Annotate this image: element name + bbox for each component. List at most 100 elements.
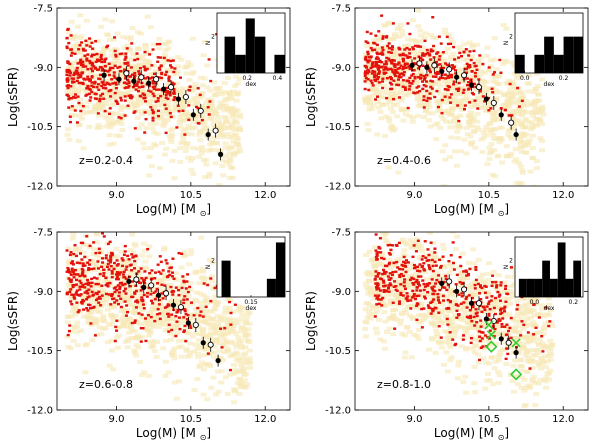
- bg-point: [159, 313, 166, 318]
- red-point: [71, 270, 75, 273]
- red-point: [65, 45, 69, 48]
- bg-point: [245, 338, 252, 343]
- x-axis-label: Log(M) [M ⊙]: [136, 426, 211, 442]
- red-point: [186, 313, 190, 317]
- bg-point: [80, 68, 87, 73]
- bg-point: [508, 136, 515, 141]
- bg-point: [465, 113, 472, 118]
- red-point: [431, 49, 435, 53]
- red-point: [78, 44, 82, 47]
- bg-point: [421, 36, 428, 41]
- red-point: [101, 92, 105, 96]
- bg-point: [451, 95, 458, 100]
- bg-point: [161, 152, 168, 157]
- bg-point: [535, 106, 542, 111]
- red-point: [387, 50, 391, 54]
- red-point: [158, 317, 162, 321]
- bg-point: [74, 320, 81, 325]
- bg-point: [491, 366, 498, 371]
- bg-point: [171, 148, 178, 153]
- bg-point: [494, 288, 501, 293]
- bg-point: [106, 363, 113, 368]
- red-point: [170, 81, 174, 85]
- red-point: [363, 87, 367, 91]
- bg-point: [375, 291, 382, 296]
- red-point: [75, 69, 79, 73]
- inset-y-label: N: [503, 41, 510, 46]
- bg-point: [434, 334, 441, 339]
- red-point: [146, 313, 150, 317]
- bg-point: [388, 260, 395, 265]
- filled-marker: [409, 62, 415, 68]
- bg-point: [114, 285, 121, 290]
- bg-point: [496, 373, 503, 378]
- bg-point: [446, 78, 453, 83]
- bg-point: [370, 285, 377, 290]
- bg-point: [234, 352, 241, 357]
- red-point: [177, 288, 181, 292]
- bg-point: [119, 74, 126, 79]
- red-point: [155, 42, 159, 46]
- red-point: [85, 307, 89, 310]
- bg-point: [447, 112, 454, 117]
- bg-point: [88, 260, 95, 265]
- red-point: [140, 313, 144, 316]
- bg-point: [192, 330, 199, 335]
- bg-point: [539, 341, 546, 346]
- inset-bar: [275, 242, 285, 297]
- bg-point: [175, 105, 182, 110]
- bg-point: [516, 335, 523, 340]
- bg-point: [175, 64, 182, 69]
- bg-point: [537, 329, 544, 334]
- bg-point: [511, 159, 518, 164]
- red-point: [421, 52, 425, 55]
- bg-point: [493, 323, 500, 328]
- red-point: [398, 96, 402, 99]
- bg-point: [380, 339, 387, 344]
- bg-point: [449, 78, 456, 83]
- red-point: [376, 57, 380, 60]
- bg-point: [74, 330, 81, 335]
- bg-point: [417, 254, 424, 259]
- bg-point: [404, 87, 411, 92]
- bg-point: [116, 275, 123, 280]
- red-point: [390, 45, 394, 49]
- bg-point: [131, 308, 138, 313]
- bg-point: [480, 79, 487, 84]
- bg-point: [165, 370, 172, 375]
- bg-point: [100, 288, 107, 293]
- red-point: [153, 85, 157, 88]
- red-point: [375, 56, 379, 59]
- bg-point: [428, 65, 435, 70]
- bg-point: [487, 87, 494, 92]
- red-point: [146, 247, 150, 251]
- bg-point: [460, 379, 467, 384]
- bg-point: [73, 75, 80, 80]
- bg-point: [539, 307, 546, 312]
- red-point: [507, 114, 511, 117]
- red-point: [96, 297, 100, 300]
- red-point: [149, 77, 153, 80]
- bg-point: [166, 264, 173, 269]
- bg-point: [66, 137, 73, 142]
- y-tick-label: -9.0: [33, 63, 53, 74]
- bg-point: [457, 47, 464, 52]
- bg-point: [147, 121, 154, 126]
- red-point: [405, 62, 409, 66]
- red-point: [366, 78, 370, 81]
- bg-point: [141, 81, 148, 86]
- bg-point: [471, 68, 478, 73]
- red-point: [209, 79, 213, 83]
- red-point: [108, 112, 112, 116]
- filled-marker: [454, 74, 460, 80]
- bg-point: [209, 274, 216, 279]
- bg-point: [199, 116, 206, 121]
- bg-point: [505, 78, 512, 83]
- red-point: [209, 277, 213, 280]
- bg-point: [117, 227, 123, 231]
- red-point: [65, 249, 69, 252]
- bg-point: [438, 219, 444, 223]
- bg-point: [520, 170, 527, 175]
- bg-point: [368, 258, 375, 263]
- red-point: [103, 83, 107, 87]
